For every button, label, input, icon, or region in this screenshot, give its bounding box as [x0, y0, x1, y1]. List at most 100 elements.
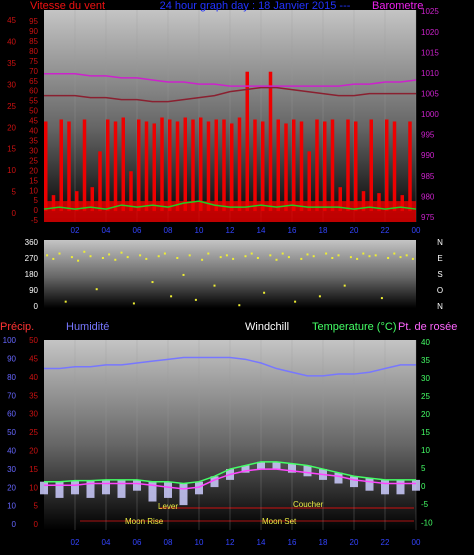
y-tick-label: 80 — [7, 373, 16, 382]
y-tick-label: 0 — [12, 520, 17, 529]
bar — [71, 480, 79, 495]
y-tick-label: 15 — [29, 465, 38, 474]
bar — [121, 117, 125, 212]
y-tick-label: 40 — [7, 446, 16, 455]
legend-label: Temperature (°C) — [312, 321, 396, 333]
y-tick-label: 25 — [29, 428, 38, 437]
plot-area-direction — [44, 240, 416, 308]
x-tick-label: 12 — [226, 538, 235, 547]
bar — [44, 121, 48, 212]
y-tick-label: 40 — [7, 38, 16, 47]
x-tick-label: 14 — [257, 538, 266, 547]
x-tick-label: 12 — [226, 226, 235, 235]
x-tick-label: 04 — [102, 226, 111, 235]
bar — [268, 71, 273, 212]
point — [275, 258, 278, 261]
y-tick-label: 35 — [29, 391, 38, 400]
bar — [144, 121, 149, 212]
y-tick-label: 30 — [29, 146, 38, 155]
bar — [276, 119, 280, 212]
y-tick-label: 20 — [29, 166, 38, 175]
point — [343, 284, 346, 287]
bar — [392, 121, 397, 212]
y-tick-label: 60 — [29, 87, 38, 96]
bar — [350, 476, 358, 488]
point — [89, 255, 92, 258]
bar — [82, 119, 87, 212]
point — [244, 255, 247, 258]
y-tick-label: 995 — [421, 131, 435, 140]
point — [411, 257, 414, 260]
x-tick-label: 10 — [195, 538, 204, 547]
y-tick-label: 25 — [7, 102, 16, 111]
y-tick-label: 100 — [3, 336, 17, 345]
compass-label: N — [437, 302, 443, 311]
bar — [330, 119, 335, 212]
bar — [334, 472, 343, 484]
y-tick-label: 1000 — [421, 110, 439, 119]
bar — [369, 119, 373, 212]
point — [114, 258, 117, 261]
point — [145, 257, 148, 260]
point — [256, 256, 259, 259]
x-tick-label: 10 — [195, 226, 204, 235]
bar — [412, 479, 420, 491]
bar — [179, 483, 188, 506]
y-tick-label: 0 — [34, 206, 39, 215]
y-tick-label: 35 — [7, 59, 16, 68]
y-tick-label: 180 — [25, 270, 39, 279]
point — [201, 258, 204, 261]
bar — [148, 481, 157, 502]
bar — [133, 479, 141, 491]
bar — [338, 187, 342, 212]
series-line — [44, 86, 416, 103]
point — [95, 288, 98, 291]
y-tick-label: 40 — [421, 338, 430, 347]
point — [108, 253, 111, 256]
y-tick-label: -5 — [31, 216, 39, 225]
y-tick-label: 40 — [29, 127, 38, 136]
bar — [175, 121, 180, 212]
bar — [346, 119, 350, 212]
bar — [86, 480, 95, 498]
point — [188, 254, 191, 257]
y-tick-label: 30 — [7, 80, 16, 89]
y-tick-label: 35 — [421, 356, 430, 365]
point — [337, 254, 340, 257]
point — [101, 256, 104, 259]
y-tick-label: 30 — [29, 410, 38, 419]
bar — [129, 171, 133, 212]
bar — [152, 123, 156, 212]
bar — [385, 119, 389, 212]
x-tick-label: 22 — [381, 538, 390, 547]
y-tick-label: 1015 — [421, 48, 439, 57]
point — [294, 300, 297, 303]
y-tick-label: 1005 — [421, 89, 439, 98]
x-tick-label: 02 — [71, 226, 80, 235]
point — [250, 252, 253, 255]
y-tick-label: 45 — [7, 16, 16, 25]
bar — [354, 121, 358, 212]
x-tick-label: 02 — [71, 538, 80, 547]
y-tick-label: 985 — [421, 172, 435, 181]
bar-floor — [44, 201, 416, 222]
point — [207, 252, 210, 255]
bar — [102, 479, 110, 495]
y-tick-label: 30 — [421, 374, 430, 383]
point — [70, 256, 73, 259]
y-tick-label: 5 — [421, 464, 426, 473]
point — [393, 252, 396, 255]
axis-label: Barometre — [372, 0, 423, 12]
y-tick-label: 270 — [25, 254, 39, 263]
y-tick-label: 20 — [29, 446, 38, 455]
x-tick-label: 16 — [288, 538, 297, 547]
y-tick-label: 80 — [29, 47, 38, 56]
y-tick-label: 15 — [421, 428, 430, 437]
y-tick-label: 50 — [29, 107, 38, 116]
y-tick-label: 10 — [7, 502, 16, 511]
x-tick-label: 00 — [412, 226, 421, 235]
point — [362, 252, 365, 255]
point — [132, 302, 135, 305]
point — [374, 254, 377, 257]
